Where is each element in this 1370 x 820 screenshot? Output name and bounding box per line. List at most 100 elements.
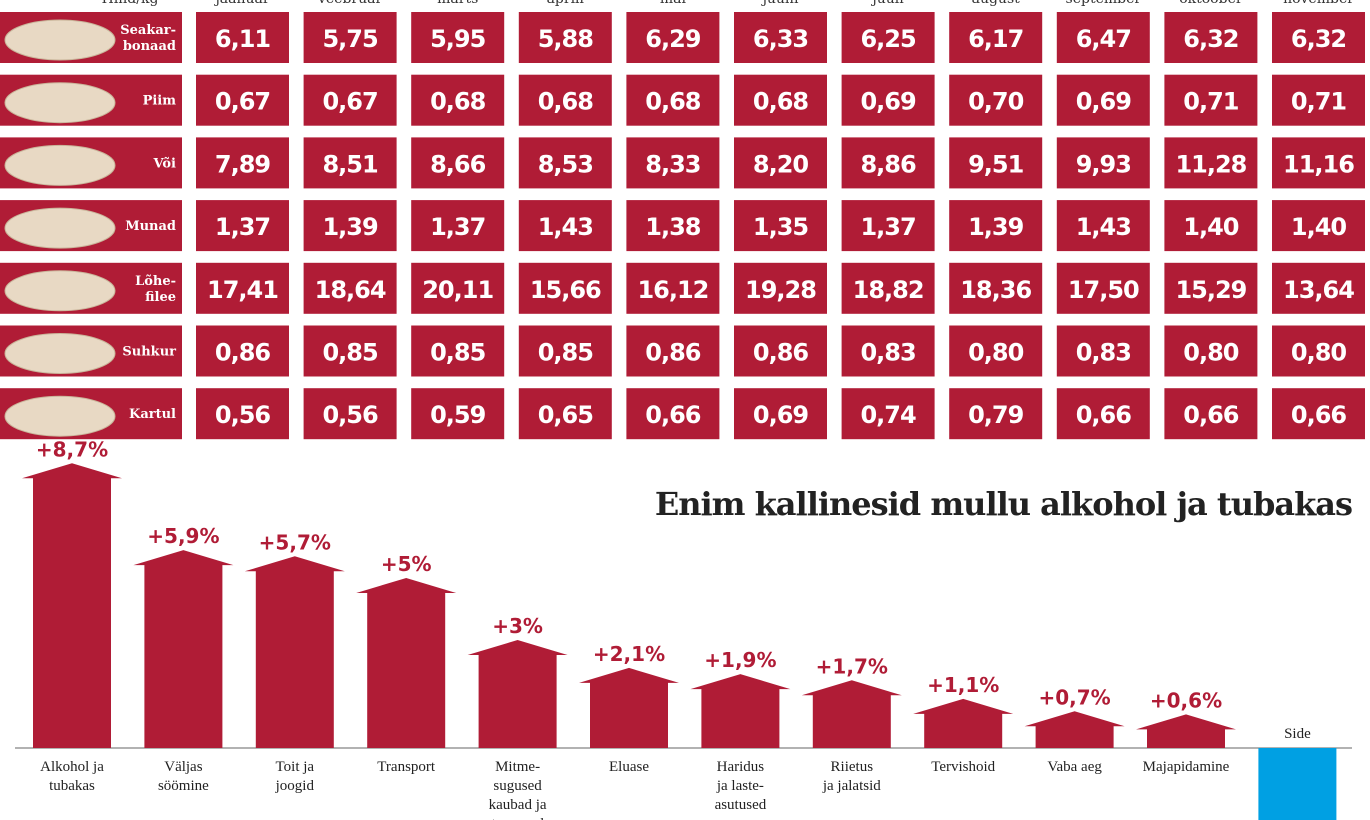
cell-value: 9,93 <box>1076 150 1131 178</box>
cell-value: 0,65 <box>538 401 594 429</box>
cell-value: 1,40 <box>1291 213 1347 241</box>
cell-value: 0,68 <box>430 88 486 116</box>
category-label: Majapidamine <box>1143 759 1230 775</box>
column-header: juuli <box>870 0 904 7</box>
value-cell <box>518 200 612 252</box>
cell-value: 0,66 <box>1291 401 1347 429</box>
food-icon <box>4 270 116 312</box>
cell-value: 6,32 <box>1291 25 1346 53</box>
cell-value: 1,39 <box>322 213 378 241</box>
cell-value: 0,85 <box>322 339 378 367</box>
cell-value: 0,59 <box>430 401 486 429</box>
cell-value: 5,75 <box>322 25 378 53</box>
value-cell <box>303 200 397 252</box>
cell-value: 0,83 <box>1076 339 1131 367</box>
column-header: oktoober <box>1179 0 1243 7</box>
column-header: juuni <box>761 0 799 7</box>
arrow-bar <box>244 556 345 748</box>
cell-value: 1,43 <box>538 213 593 241</box>
cell-value: 0,86 <box>753 339 809 367</box>
cell-value: 7,89 <box>215 150 271 178</box>
cell-value: 0,66 <box>1183 401 1239 429</box>
value-cell <box>626 137 720 189</box>
cell-value: 19,28 <box>745 276 816 304</box>
column-header: november <box>1283 0 1354 7</box>
cell-value: 9,51 <box>968 150 1024 178</box>
value-cell <box>1272 12 1365 63</box>
category-label: Riietus ja jalatsid <box>822 759 881 794</box>
value-cell <box>1164 74 1258 126</box>
value-cell <box>411 200 505 252</box>
cell-value: 20,11 <box>422 276 493 304</box>
category-label: Alkohol ja tubakas <box>40 759 104 794</box>
value-cell <box>196 200 289 252</box>
arrow-bar <box>467 640 568 748</box>
cell-value: 1,37 <box>430 213 485 241</box>
cell-value: 6,32 <box>1183 25 1238 53</box>
cell-value: 1,38 <box>645 213 701 241</box>
value-cell <box>411 262 505 314</box>
value-cell <box>196 137 289 189</box>
value-cell <box>1056 12 1150 63</box>
category-label: Transport <box>377 759 436 775</box>
value-cell <box>949 137 1043 189</box>
value-label: +1,9% <box>704 648 776 672</box>
value-cell <box>1164 388 1258 440</box>
value-cell <box>949 12 1043 63</box>
cell-value: 0,67 <box>215 88 270 116</box>
value-cell <box>411 12 505 63</box>
column-header: märts <box>437 0 478 7</box>
cell-value: 0,74 <box>860 401 916 429</box>
cell-value: 11,28 <box>1175 150 1246 178</box>
cell-value: 0,68 <box>753 88 809 116</box>
cell-value: 0,71 <box>1183 88 1239 116</box>
value-cell <box>626 388 720 440</box>
row-label: Seakar-bonaad <box>120 23 176 54</box>
food-icon <box>4 395 116 437</box>
value-cell <box>1272 200 1365 252</box>
cell-value: 0,71 <box>1291 88 1347 116</box>
food-icon <box>4 82 116 124</box>
value-cell <box>1272 74 1365 126</box>
value-cell <box>734 200 827 252</box>
arrow-bar <box>690 674 791 748</box>
value-cell <box>734 388 827 440</box>
cell-value: 5,95 <box>430 25 486 53</box>
cell-value: 0,80 <box>1183 339 1239 367</box>
category-label: Side <box>1284 726 1311 742</box>
category-label: Toit ja joogid <box>275 759 315 794</box>
value-cell <box>734 325 827 377</box>
cell-value: 0,83 <box>860 339 915 367</box>
cell-value: 15,66 <box>530 276 601 304</box>
column-header: Hind/kg <box>102 0 159 7</box>
food-icon <box>4 144 116 186</box>
value-cell <box>196 262 289 314</box>
cell-value: 8,86 <box>860 150 916 178</box>
value-cell <box>196 325 289 377</box>
value-cell <box>1056 137 1150 189</box>
cell-value: 0,86 <box>215 339 271 367</box>
cell-value: 0,66 <box>1076 401 1132 429</box>
cell-value: 6,17 <box>968 25 1023 53</box>
value-cell <box>303 137 397 189</box>
value-cell <box>626 325 720 377</box>
value-cell <box>411 74 505 126</box>
arrow-bar <box>801 680 902 748</box>
cell-value: 1,40 <box>1183 213 1239 241</box>
arrow-bar <box>22 463 122 748</box>
value-label: +5,9% <box>147 524 219 548</box>
value-cell <box>626 12 720 63</box>
value-cell <box>303 262 397 314</box>
value-cell <box>303 74 397 126</box>
cell-value: 8,53 <box>538 150 593 178</box>
value-label: +8,7% <box>36 437 108 461</box>
value-cell <box>1056 74 1150 126</box>
arrow-bar <box>133 550 234 748</box>
value-cell <box>1056 325 1150 377</box>
value-cell <box>1164 137 1258 189</box>
value-cell <box>1272 137 1365 189</box>
column-header: mai <box>660 0 687 7</box>
value-cell <box>518 12 612 63</box>
column-header: september <box>1066 0 1142 7</box>
value-cell <box>518 262 612 314</box>
